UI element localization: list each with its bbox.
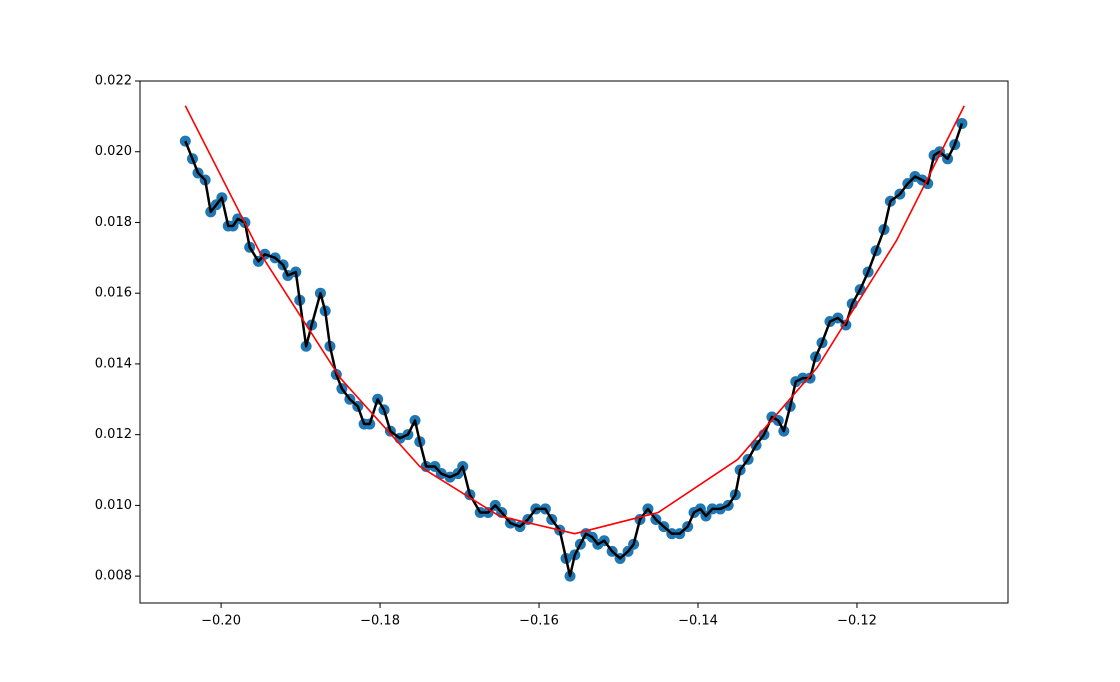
y-tick-label: 0.010 — [95, 498, 132, 513]
x-tick-label: −0.14 — [678, 614, 718, 629]
y-tick-label: 0.022 — [95, 74, 132, 89]
x-tick-label: −0.20 — [201, 614, 241, 629]
y-tick-label: 0.008 — [95, 569, 132, 584]
x-tick-label: −0.16 — [519, 614, 559, 629]
plot-frame — [139, 80, 1009, 604]
y-tick-label: 0.012 — [95, 427, 132, 442]
x-tick-label: −0.18 — [360, 614, 400, 629]
y-tick-label: 0.018 — [95, 215, 132, 230]
y-tick-label: 0.016 — [95, 286, 132, 301]
x-tick-label: −0.12 — [837, 614, 877, 629]
data-line — [184, 123, 964, 578]
fit-line — [184, 105, 965, 535]
y-tick-label: 0.020 — [95, 144, 132, 159]
y-tick-label: 0.014 — [95, 356, 132, 371]
